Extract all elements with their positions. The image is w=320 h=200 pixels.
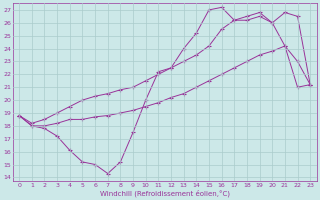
X-axis label: Windchill (Refroidissement éolien,°C): Windchill (Refroidissement éolien,°C) <box>100 189 230 197</box>
